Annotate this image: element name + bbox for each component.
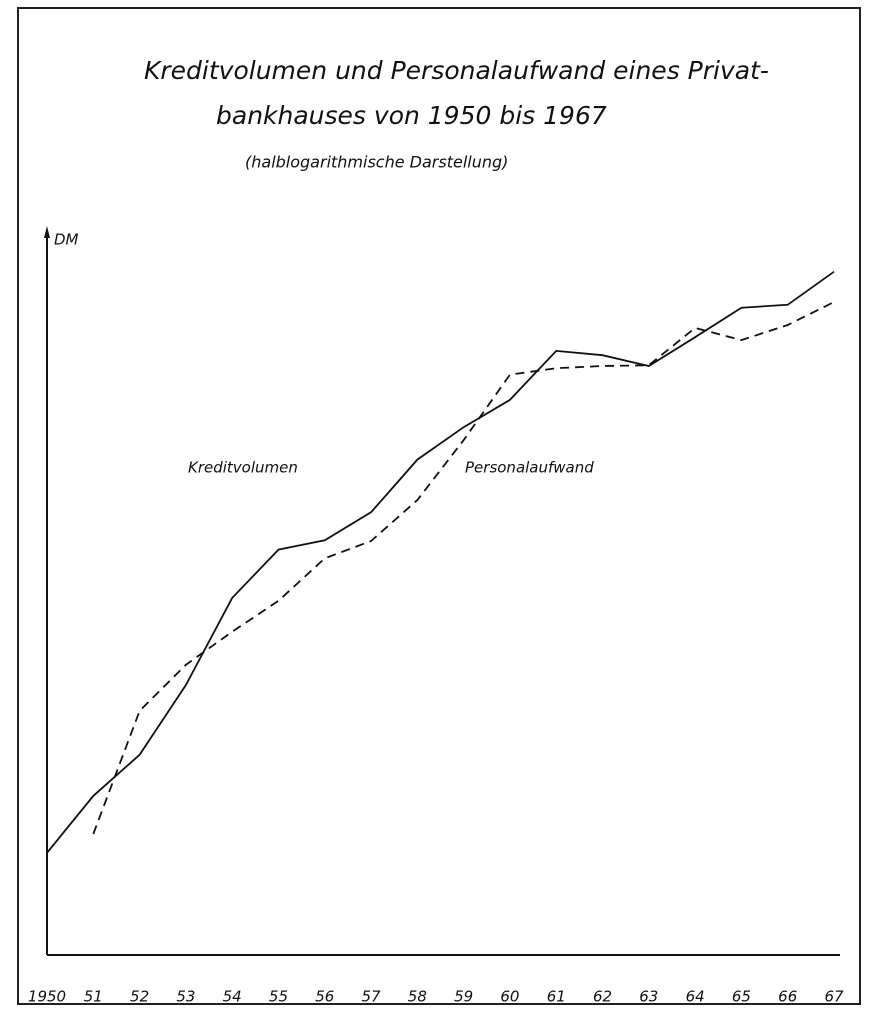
x-tick-label: 55	[269, 988, 288, 1006]
x-tick-label: 65	[732, 988, 751, 1006]
series-line	[92, 301, 835, 835]
x-tick-label: 67	[824, 988, 844, 1006]
series-label: Personalaufwand	[465, 459, 594, 477]
y-axis-label: DM	[54, 231, 79, 249]
x-tick-label: 54	[223, 988, 242, 1006]
x-tick-label: 1950	[28, 988, 66, 1006]
x-tick-label: 58	[408, 988, 427, 1006]
x-tick-label: 60	[500, 988, 519, 1006]
chart-title: Kreditvolumen und Personalaufwand eines …	[144, 56, 769, 85]
x-tick-label: 53	[176, 988, 195, 1006]
series-label: Kreditvolumen	[188, 459, 298, 477]
axis-arrow	[44, 226, 50, 238]
x-tick-label: 63	[639, 988, 658, 1006]
x-tick-label: 52	[130, 988, 149, 1006]
frame	[17, 7, 861, 1005]
series-line	[46, 270, 835, 854]
x-tick-label: 51	[84, 988, 103, 1006]
x-tick-label: 62	[593, 988, 612, 1006]
x-tick-label: 64	[686, 988, 705, 1006]
x-tick-label: 57	[362, 988, 382, 1006]
x-tick-label: 59	[454, 988, 473, 1006]
chart-title: bankhauses von 1950 bis 1967	[216, 101, 607, 130]
x-tick-label: 61	[547, 988, 566, 1006]
x-tick-label: 56	[315, 988, 334, 1006]
chart-subtitle: (halblogarithmische Darstellung)	[245, 153, 508, 172]
x-tick-label: 66	[778, 988, 797, 1006]
